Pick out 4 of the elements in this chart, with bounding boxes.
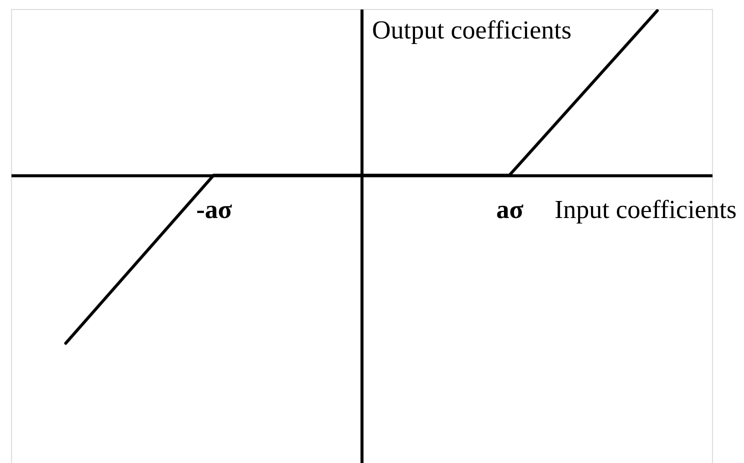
x-axis-title: Input coefficients	[554, 194, 737, 224]
x-tick-label: -aσ	[196, 194, 232, 224]
x-tick-label: aσ	[496, 194, 524, 224]
y-axis-title: Output coefficients	[372, 16, 572, 44]
